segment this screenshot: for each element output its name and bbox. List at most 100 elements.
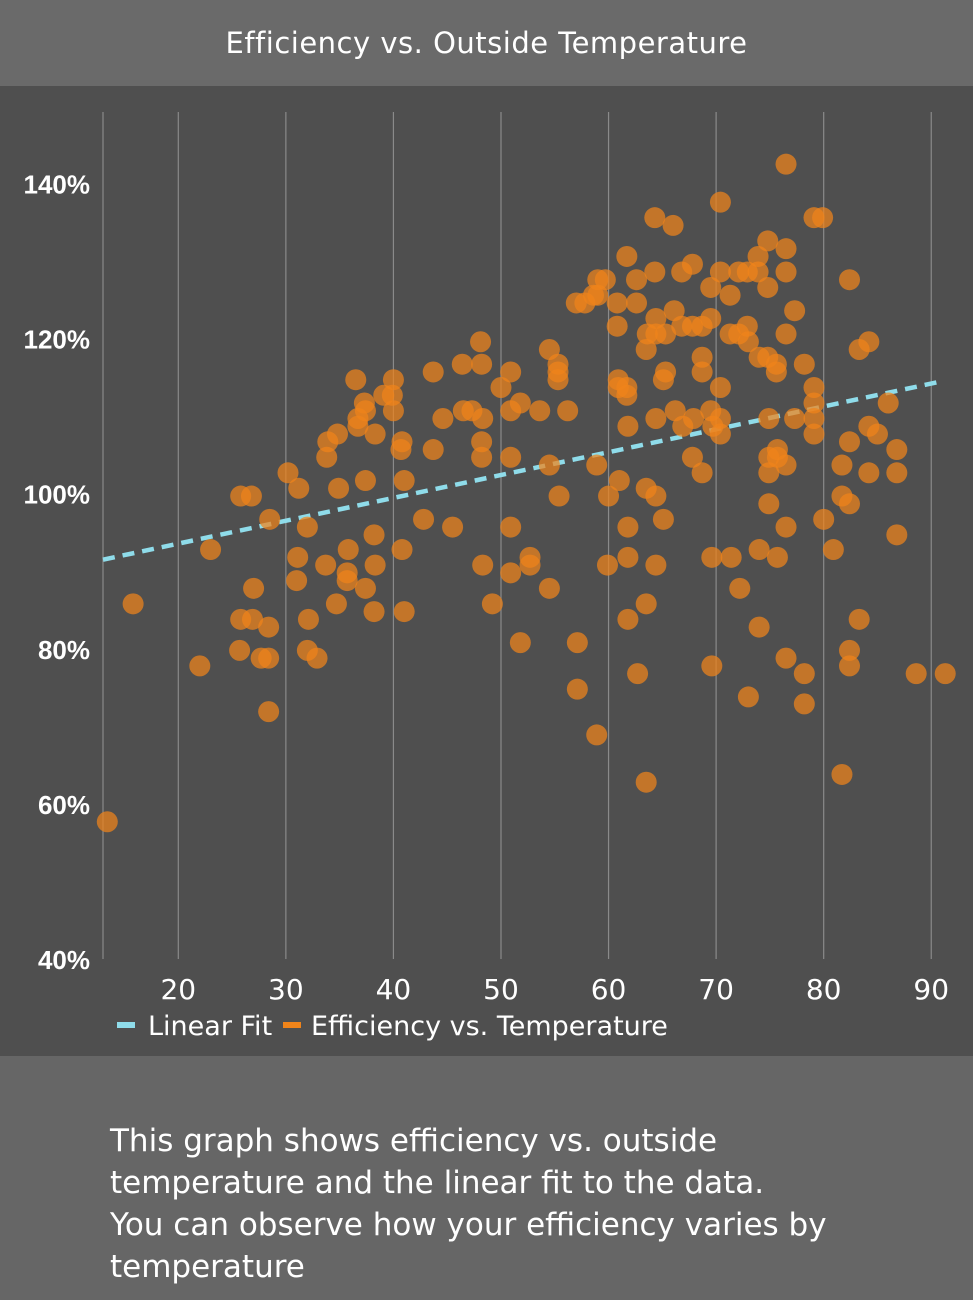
scatter-point xyxy=(838,639,860,661)
scatter-point xyxy=(644,261,666,283)
scatter-point xyxy=(720,546,742,568)
scatter-point xyxy=(596,554,618,576)
scatter-point xyxy=(422,439,444,461)
scatter-point xyxy=(616,384,638,406)
scatter-point xyxy=(663,300,685,322)
y-tick-label: 60% xyxy=(38,790,90,820)
scatter-point xyxy=(729,577,751,599)
scatter-point xyxy=(345,369,367,391)
scatter-point xyxy=(635,593,657,615)
scatter-point xyxy=(422,361,444,383)
scatter-point xyxy=(471,431,493,453)
scatter-point xyxy=(645,408,667,430)
scatter-point xyxy=(681,253,703,275)
scatter-point xyxy=(858,331,880,353)
scatter-point xyxy=(364,423,386,445)
scatter-point xyxy=(905,663,927,685)
y-axis: 40% 60% 80% 100% 120% 140% xyxy=(24,170,91,975)
scatter-point xyxy=(736,315,758,337)
scatter-point xyxy=(848,608,870,630)
y-tick-label: 80% xyxy=(38,635,90,665)
scatter-point xyxy=(831,454,853,476)
scatter-point xyxy=(775,261,797,283)
scatter-point xyxy=(606,315,628,337)
scatter-point xyxy=(812,207,834,229)
scatter-point xyxy=(189,655,211,677)
scatter-point xyxy=(547,361,569,383)
scatter-point xyxy=(470,331,492,353)
scatter-point xyxy=(122,593,144,615)
grid-lines xyxy=(102,112,932,959)
scatter-point xyxy=(664,400,686,422)
scatter-point xyxy=(240,485,262,507)
scatter-point xyxy=(500,562,522,584)
scatter-point xyxy=(363,601,385,623)
scatter-point xyxy=(652,508,674,530)
legend: Linear Fit Efficiency vs. Temperature xyxy=(117,1011,668,1042)
scatter-point xyxy=(635,771,657,793)
scatter-point xyxy=(626,292,648,314)
scatter-point xyxy=(326,423,348,445)
scatter-point xyxy=(337,539,359,561)
scatter-point xyxy=(306,647,328,669)
title-bar: Efficiency vs. Outside Temperature xyxy=(0,0,973,86)
scatter-point xyxy=(757,276,779,298)
scatter-point xyxy=(691,462,713,484)
caption-line-2: temperature and the linear fit to the da… xyxy=(110,1165,765,1201)
scatter-point xyxy=(258,616,280,638)
scatter-point xyxy=(617,546,639,568)
scatter-point xyxy=(598,485,620,507)
scatter-point xyxy=(662,214,684,236)
scatter-point xyxy=(838,655,860,677)
scatter-point xyxy=(645,554,667,576)
scatter-point xyxy=(775,238,797,260)
scatter-point xyxy=(803,408,825,430)
scatter-point xyxy=(519,554,541,576)
scatter-point xyxy=(354,470,376,492)
scatter-point xyxy=(393,470,415,492)
scatter-point xyxy=(586,454,608,476)
scatter-point xyxy=(635,338,657,360)
scatter-point xyxy=(683,408,705,430)
scatter-point xyxy=(793,693,815,715)
scatter-point xyxy=(471,446,493,468)
scatter-point xyxy=(566,632,588,654)
y-tick-label: 140% xyxy=(24,170,91,200)
scatter-point xyxy=(793,353,815,375)
scatter-point xyxy=(382,369,404,391)
y-tick-label: 100% xyxy=(24,480,91,510)
scatter-point xyxy=(509,392,531,414)
scatter-point xyxy=(655,323,677,345)
scatter-point xyxy=(866,423,888,445)
scatter-point xyxy=(451,353,473,375)
scatter-point xyxy=(258,701,280,723)
scatter-point xyxy=(364,554,386,576)
scatter-point xyxy=(315,554,337,576)
scatter-point xyxy=(758,408,780,430)
scatter-point xyxy=(587,284,609,306)
scatter-point xyxy=(737,686,759,708)
scatter-point xyxy=(691,346,713,368)
scatter-point xyxy=(681,446,703,468)
scatter-point xyxy=(382,400,404,422)
scatter-point xyxy=(529,400,551,422)
scatter-point xyxy=(500,516,522,538)
scatter-point xyxy=(803,376,825,398)
scatter-point xyxy=(877,392,899,414)
scatter-point xyxy=(644,207,666,229)
caption-line-1: This graph shows efficiency vs. outside xyxy=(110,1123,718,1159)
scatter-point xyxy=(886,439,908,461)
scatter-point xyxy=(393,601,415,623)
x-tick-label: 90 xyxy=(913,973,949,1006)
x-axis: 20 30 40 50 60 70 80 90 xyxy=(160,973,949,1006)
scatter-point xyxy=(645,485,667,507)
scatter-point xyxy=(813,508,835,530)
caption-line-3: You can observe how your efficiency vari… xyxy=(110,1207,827,1243)
caption: This graph shows efficiency vs. outside … xyxy=(110,1120,930,1288)
legend-label-linear-fit: Linear Fit xyxy=(148,1011,272,1042)
scatter-points xyxy=(96,153,956,833)
chart-panel: 40% 60% 80% 100% 120% 140% 20 30 40 50 60 70 80 90 L… xyxy=(0,86,973,1056)
scatter-point xyxy=(886,524,908,546)
scatter-point xyxy=(432,408,454,430)
scatter-point xyxy=(617,608,639,630)
